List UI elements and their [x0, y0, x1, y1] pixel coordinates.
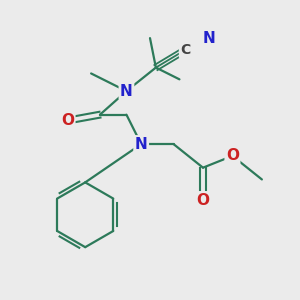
Text: N: N: [120, 84, 133, 99]
Text: N: N: [202, 31, 215, 46]
Text: O: O: [61, 113, 74, 128]
Text: O: O: [226, 148, 239, 164]
Text: C: C: [180, 43, 190, 57]
Text: N: N: [135, 136, 148, 152]
Text: O: O: [196, 193, 209, 208]
